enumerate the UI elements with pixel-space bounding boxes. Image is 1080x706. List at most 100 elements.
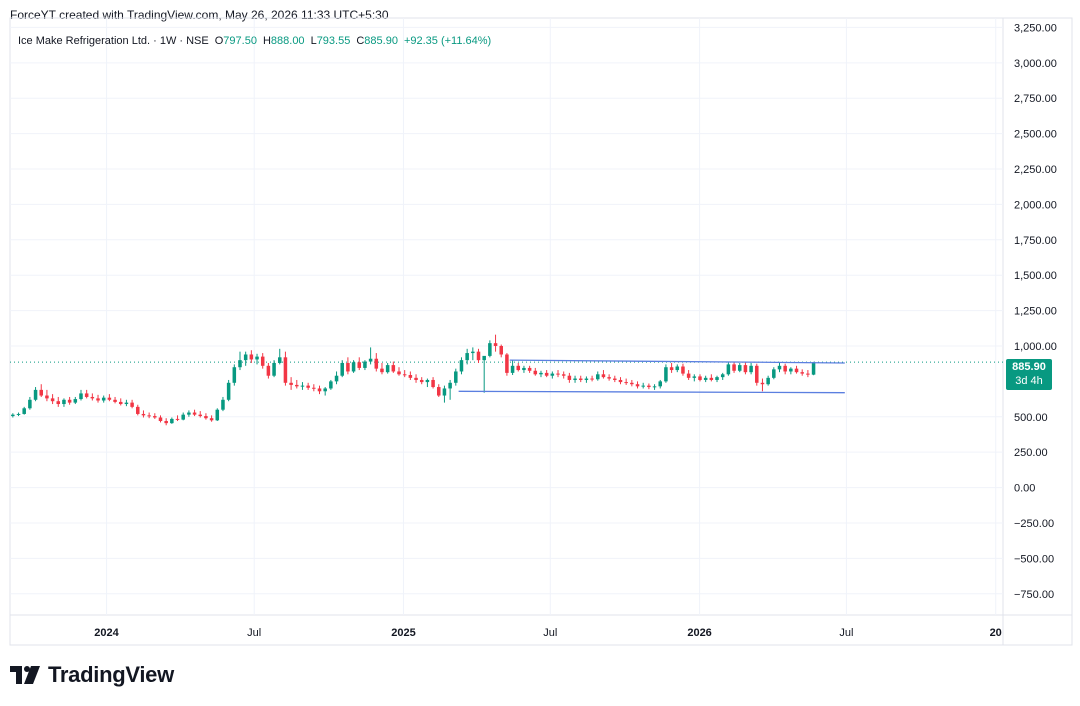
candle-body — [243, 354, 248, 361]
y-tick-label: 1,750.00 — [1014, 235, 1057, 247]
candle-body — [681, 366, 685, 374]
candle-body — [522, 367, 526, 371]
low-value: 793.55 — [316, 35, 351, 47]
candle-body — [334, 375, 339, 382]
candle-body — [732, 364, 736, 371]
candle-body — [312, 387, 316, 389]
candle-body — [402, 374, 407, 376]
candle-body — [289, 382, 293, 385]
y-tick-label: 0.00 — [1014, 483, 1035, 495]
tradingview-logo[interactable]: TradingView — [10, 662, 174, 688]
candle-body — [578, 378, 583, 380]
y-tick-label: 1,500.00 — [1014, 270, 1057, 282]
high-key: H — [262, 35, 271, 47]
candle-body — [442, 388, 447, 396]
candle-body — [499, 345, 503, 355]
candle-body — [130, 402, 134, 407]
plot-border — [9, 17, 1073, 646]
candle-body — [374, 358, 379, 369]
candle-body — [772, 369, 776, 378]
candle-body — [329, 381, 333, 389]
ohlc-legend: Ice Make Refrigeration Ltd. · 1W · NSE O… — [18, 35, 491, 47]
candle-body — [175, 418, 180, 420]
candle-body — [516, 365, 521, 371]
x-tick-label: 2025 — [391, 627, 415, 639]
candle-body — [56, 401, 61, 405]
candle-body — [84, 393, 89, 397]
candle-body — [113, 399, 117, 402]
y-tick-label: 250.00 — [1014, 447, 1048, 459]
y-tick-label: −250.00 — [1014, 518, 1054, 530]
candle-body — [419, 379, 424, 383]
y-tick-label: −750.00 — [1014, 589, 1054, 601]
candle-body — [238, 360, 242, 368]
candle-body — [647, 385, 651, 388]
low-key: L — [310, 35, 317, 47]
candle-body — [45, 395, 49, 399]
x-tick-label: 20 — [990, 627, 1002, 639]
candle-body — [192, 412, 197, 415]
candle-body — [505, 354, 509, 373]
bar-countdown: 3d 4h — [1015, 375, 1043, 387]
candle-body — [295, 384, 299, 387]
candle-body — [493, 343, 498, 346]
candle-body — [73, 399, 78, 403]
candle-body — [454, 371, 458, 383]
y-tick-label: 3,000.00 — [1014, 58, 1057, 70]
candle-body — [806, 373, 810, 375]
y-tick-label: 500.00 — [1014, 412, 1048, 424]
x-tick-label: Jul — [247, 627, 261, 639]
candle-body — [664, 367, 668, 382]
candle-body — [459, 360, 464, 372]
candle-body — [22, 408, 26, 414]
candle-body — [533, 370, 538, 375]
close-value: 885.90 — [364, 35, 398, 47]
candle-body — [62, 399, 66, 405]
candle-body — [431, 379, 435, 388]
candle-body — [584, 378, 589, 380]
candle-body — [323, 388, 327, 392]
candle-body — [107, 397, 112, 400]
candle-body — [436, 387, 441, 396]
candle-body — [573, 378, 577, 380]
candle-body — [760, 382, 765, 385]
candle-body — [357, 362, 362, 368]
candle-body — [11, 414, 15, 417]
candle-body — [635, 384, 640, 387]
candle-body — [590, 378, 594, 380]
candle-body — [709, 377, 714, 380]
candle-body — [550, 373, 555, 376]
candle-body — [658, 381, 662, 387]
candle-body — [215, 409, 220, 421]
candle-body — [703, 377, 708, 380]
candle-body — [766, 377, 770, 385]
candle-body — [170, 418, 174, 424]
candle-body — [39, 389, 43, 396]
candle-body — [124, 402, 129, 405]
candle-body — [283, 357, 288, 383]
candle-body — [794, 368, 799, 373]
candle-body — [488, 343, 492, 356]
x-tick-label: 2026 — [687, 627, 711, 639]
y-tick-label: 2,500.00 — [1014, 129, 1057, 141]
candle-body — [613, 378, 617, 380]
x-tick-label: 2024 — [94, 627, 119, 639]
change-value: +92.35 (+11.64%) — [403, 35, 492, 47]
candle-body — [181, 414, 185, 420]
last-price-tag: 885.90 3d 4h — [1006, 359, 1052, 390]
candle-body — [50, 398, 55, 402]
candle-body — [340, 362, 344, 376]
high-value: 888.00 — [270, 35, 305, 47]
candle-body — [187, 412, 191, 415]
candle-body — [277, 357, 282, 363]
candle-body — [96, 398, 100, 401]
candle-body — [391, 365, 396, 372]
candle-body — [221, 399, 225, 410]
candle-body — [255, 356, 259, 360]
trendline — [458, 390, 845, 394]
y-tick-label: −500.00 — [1014, 553, 1054, 565]
candle-body — [652, 386, 657, 388]
candle-body — [226, 382, 231, 400]
candle-body — [79, 393, 83, 400]
